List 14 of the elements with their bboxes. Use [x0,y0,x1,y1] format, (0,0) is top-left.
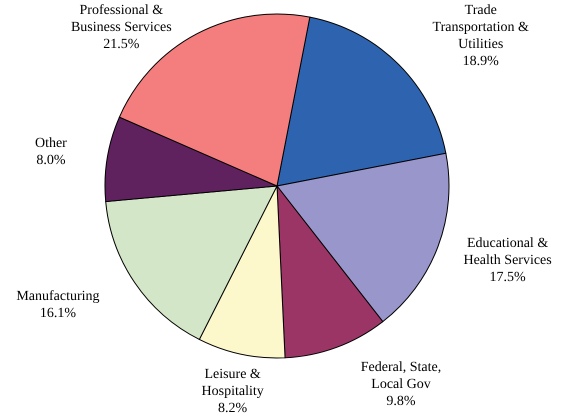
slice-label: Leisure & Hospitality [202,366,264,399]
data-label: 9.8% [386,394,416,410]
data-label: 8.2% [218,400,248,416]
slice-label: Trade Transportation & Utilities [432,3,529,52]
slice-label: Educational & Health Services [463,236,552,268]
data-label: 21.5% [103,36,140,52]
slice-label: Other [34,136,68,152]
data-label: 17.5% [490,270,526,285]
slice-label: Manufacturing [16,289,100,304]
data-label: 16.1% [40,306,76,321]
data-label: 8.0% [36,153,66,168]
data-label: 18.9% [462,54,500,70]
slice-label: Federal, State, Local Gov [360,360,442,392]
slice-label: Professional & Business Services [70,2,172,35]
